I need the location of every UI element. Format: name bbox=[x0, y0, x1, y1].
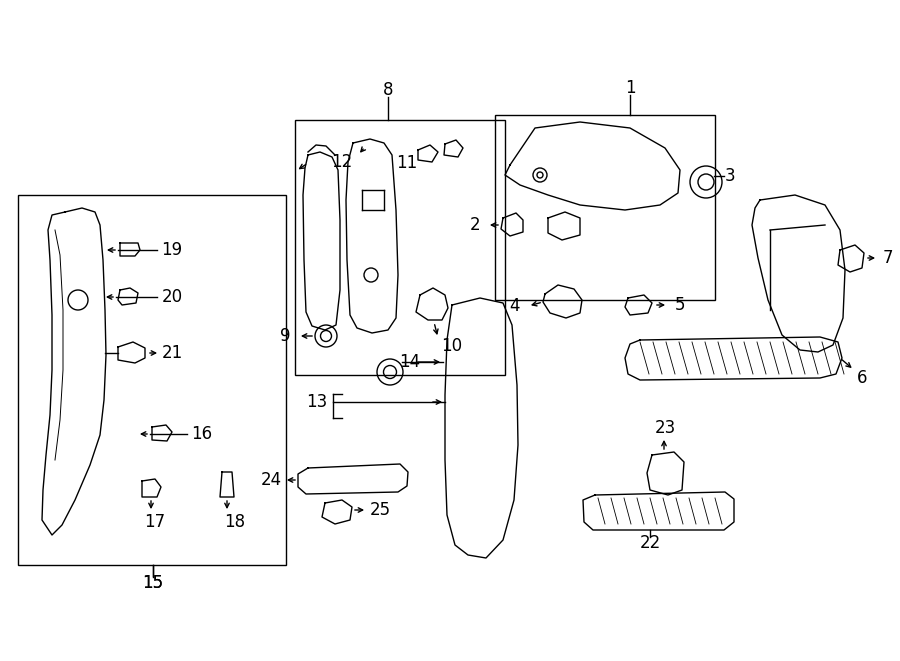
Polygon shape bbox=[583, 492, 734, 530]
Text: 7: 7 bbox=[883, 249, 893, 267]
Polygon shape bbox=[220, 472, 234, 497]
Polygon shape bbox=[505, 122, 680, 210]
Polygon shape bbox=[647, 452, 684, 495]
Polygon shape bbox=[444, 140, 463, 157]
Polygon shape bbox=[152, 425, 172, 441]
Text: 22: 22 bbox=[639, 534, 661, 552]
Polygon shape bbox=[625, 337, 842, 380]
Polygon shape bbox=[322, 500, 352, 524]
Polygon shape bbox=[838, 245, 864, 272]
Polygon shape bbox=[418, 145, 438, 162]
Text: 19: 19 bbox=[161, 241, 183, 259]
Polygon shape bbox=[416, 288, 448, 320]
Text: 5: 5 bbox=[675, 296, 685, 314]
Polygon shape bbox=[118, 342, 145, 363]
Text: 12: 12 bbox=[331, 153, 353, 171]
Bar bbox=[495, 115, 715, 300]
Text: 17: 17 bbox=[144, 513, 166, 531]
Text: 1: 1 bbox=[625, 79, 635, 97]
Text: 14: 14 bbox=[400, 353, 420, 371]
Text: 15: 15 bbox=[142, 574, 164, 592]
Polygon shape bbox=[298, 464, 408, 494]
Text: 25: 25 bbox=[369, 501, 391, 519]
Bar bbox=[295, 120, 505, 375]
Text: 20: 20 bbox=[161, 288, 183, 306]
Text: 6: 6 bbox=[857, 369, 868, 387]
Text: 10: 10 bbox=[441, 337, 463, 355]
Text: 13: 13 bbox=[306, 393, 328, 411]
Polygon shape bbox=[120, 243, 140, 256]
Text: 15: 15 bbox=[142, 574, 164, 592]
Polygon shape bbox=[142, 479, 161, 497]
Text: 4: 4 bbox=[509, 297, 520, 315]
Text: 23: 23 bbox=[654, 419, 676, 437]
Text: 11: 11 bbox=[396, 154, 418, 172]
Polygon shape bbox=[42, 208, 106, 535]
Polygon shape bbox=[548, 212, 580, 240]
Text: 3: 3 bbox=[724, 167, 735, 185]
Text: 21: 21 bbox=[161, 344, 183, 362]
Polygon shape bbox=[346, 139, 398, 333]
Polygon shape bbox=[303, 152, 340, 330]
Polygon shape bbox=[752, 195, 845, 352]
Polygon shape bbox=[118, 288, 138, 305]
Bar bbox=[18, 195, 286, 565]
Polygon shape bbox=[625, 295, 652, 315]
Polygon shape bbox=[445, 298, 518, 558]
Text: 9: 9 bbox=[280, 327, 290, 345]
Text: 16: 16 bbox=[192, 425, 212, 443]
Polygon shape bbox=[501, 213, 523, 236]
Text: 24: 24 bbox=[260, 471, 282, 489]
Text: 8: 8 bbox=[382, 81, 393, 99]
Text: 2: 2 bbox=[470, 216, 481, 234]
Text: 18: 18 bbox=[224, 513, 246, 531]
Polygon shape bbox=[543, 285, 582, 318]
